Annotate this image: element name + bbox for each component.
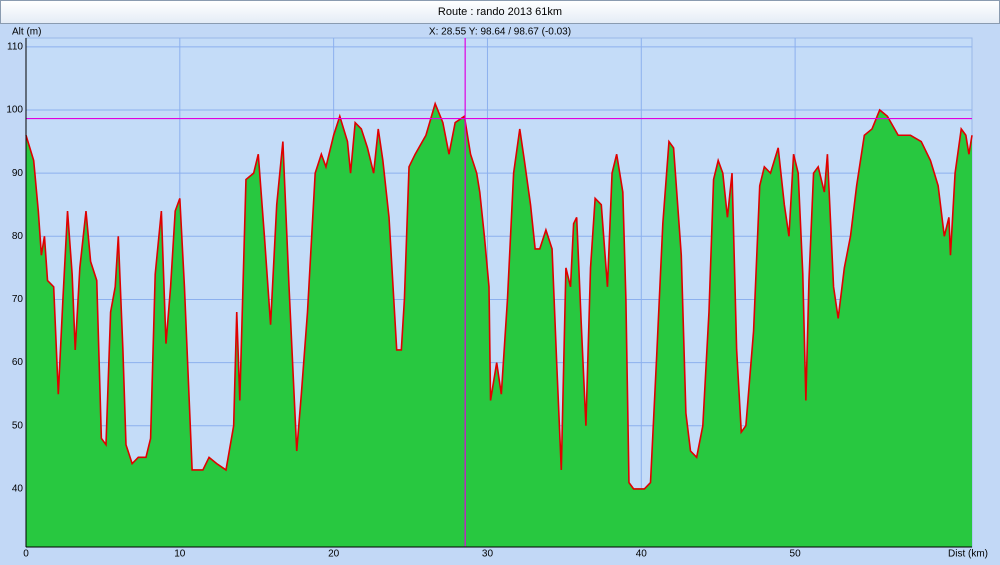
y-tick-label: 80 — [12, 231, 24, 242]
y-tick-label: 60 — [12, 357, 24, 368]
x-tick-label: 10 — [174, 549, 186, 560]
x-tick-label: 50 — [790, 549, 802, 560]
y-axis-label: Alt (m) — [12, 27, 41, 38]
y-tick-label: 40 — [12, 484, 24, 495]
chart-title: Route : rando 2013 61km — [437, 6, 563, 18]
cursor-readout: X: 28.55 Y: 98.64 / 98.67 (-0.03) — [429, 27, 571, 38]
x-tick-label: 40 — [636, 549, 648, 560]
profile-line — [25, 101, 973, 490]
y-tick-label: 90 — [12, 168, 24, 179]
y-tick-label: 110 — [7, 41, 23, 52]
x-tick-label: 20 — [328, 549, 340, 560]
x-tick-label: 30 — [482, 549, 494, 560]
x-axis-label: Dist (km) — [948, 549, 988, 560]
y-tick-label: 70 — [12, 294, 24, 305]
chart: Alt (m) Dist (km) X: 28.55 Y: 98.64 / 98… — [0, 24, 1000, 565]
y-tick-label: 50 — [12, 420, 24, 431]
title-bar: Route : rando 2013 61km — [0, 0, 1000, 24]
y-tick-label: 100 — [6, 105, 23, 116]
x-tick-label: 0 — [23, 549, 29, 560]
